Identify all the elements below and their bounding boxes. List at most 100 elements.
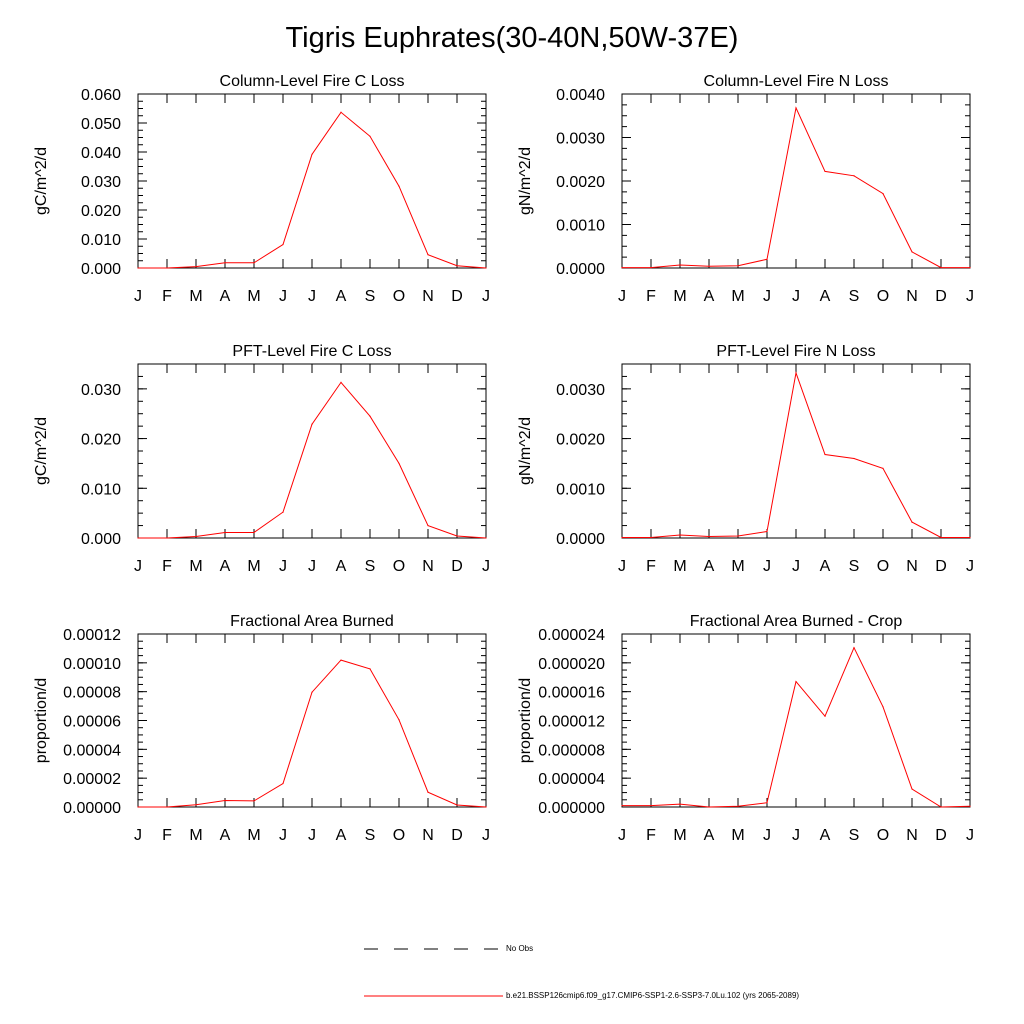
x-tick-label: J [279, 288, 287, 305]
x-tick-label: M [189, 827, 202, 844]
x-tick-label: S [365, 827, 376, 844]
y-tick-label: 0.00008 [63, 685, 121, 702]
y-tick-label: 0.0020 [556, 174, 605, 191]
data-point [824, 453, 826, 456]
data-point [166, 267, 168, 269]
data-point [795, 372, 797, 374]
y-axis-label: gN/m^2/d [517, 147, 534, 215]
x-tick-label: O [393, 558, 405, 575]
x-tick-label: F [162, 288, 172, 305]
x-tick-label: M [731, 558, 744, 575]
x-tick-label: S [849, 288, 860, 305]
y-axis-label: proportion/d [517, 678, 534, 763]
data-point [282, 243, 284, 246]
x-tick-label: M [731, 827, 744, 844]
x-tick-label: F [646, 288, 656, 305]
data-point [882, 467, 884, 469]
y-tick-label: 0.000020 [538, 656, 605, 673]
data-point [282, 782, 284, 785]
data-point [969, 266, 971, 269]
data-point [369, 135, 371, 137]
x-tick-label: J [792, 827, 800, 844]
chart-panel-3: J F M A M J J A S O N D J0.0000.0100.0200.030PFT-Lev… [33, 343, 490, 575]
data-point [621, 536, 623, 539]
data-point [398, 185, 400, 187]
data-point [253, 531, 255, 534]
series-line-1 [138, 111, 487, 269]
x-tick-label: N [906, 558, 918, 575]
data-point [621, 804, 623, 807]
y-tick-label: 0.0000 [556, 531, 605, 548]
x-tick-label: N [422, 558, 434, 575]
y-tick-label: 0.010 [81, 232, 121, 249]
x-tick-label: A [820, 827, 831, 844]
x-tick-label: D [451, 827, 463, 844]
x-tick-label: M [247, 288, 260, 305]
data-point [456, 265, 458, 267]
x-tick-label: M [673, 288, 686, 305]
y-tick-label: 0.020 [81, 432, 121, 449]
data-point [911, 251, 913, 253]
x-tick-label: J [763, 288, 771, 305]
y-tick-label: 0.000008 [538, 742, 605, 759]
y-axis-label: gN/m^2/d [517, 417, 534, 485]
plot-frame [621, 93, 971, 269]
x-tick-label: D [935, 827, 947, 844]
y-tick-label: 0.040 [81, 145, 121, 162]
x-tick-label: A [336, 827, 347, 844]
panel-title: PFT-Level Fire C Loss [232, 343, 391, 360]
x-tick-label: A [220, 827, 231, 844]
data-point [166, 806, 168, 808]
data-point [195, 535, 197, 538]
data-point [137, 537, 139, 539]
data-point [369, 415, 371, 417]
x-tick-label: A [820, 558, 831, 575]
data-point [737, 805, 739, 807]
data-point [485, 537, 487, 539]
data-point [795, 107, 797, 109]
x-tick-label: J [482, 827, 490, 844]
x-tick-label: J [134, 558, 142, 575]
x-tick-label: D [935, 558, 947, 575]
y-tick-label: 0.030 [81, 174, 121, 191]
x-tick-label: A [704, 288, 715, 305]
data-point [456, 804, 458, 806]
x-tick-label: O [877, 288, 889, 305]
chart-panel-5: J F M A M J J A S O N D J0.000000.000020.000040.0000… [33, 613, 490, 844]
x-tick-label: J [308, 827, 316, 844]
y-tick-label: 0.000016 [538, 685, 605, 702]
data-point [708, 535, 710, 538]
x-tick-label: S [849, 827, 860, 844]
y-tick-label: 0.060 [81, 87, 121, 104]
x-tick-label: J [966, 827, 974, 844]
x-tick-label: N [422, 827, 434, 844]
y-tick-label: 0.0010 [556, 481, 605, 498]
data-point [485, 267, 487, 269]
data-point [253, 262, 255, 264]
series-line-1 [138, 381, 487, 539]
data-point [679, 264, 681, 266]
x-tick-label: N [422, 288, 434, 305]
x-tick-label: J [482, 558, 490, 575]
x-tick-label: S [849, 558, 860, 575]
x-tick-label: J [618, 288, 626, 305]
data-point [621, 266, 623, 269]
y-tick-label: 0.010 [81, 481, 121, 498]
y-tick-label: 0.00002 [63, 771, 121, 788]
data-point [224, 531, 226, 534]
data-point [253, 800, 255, 802]
y-tick-label: 0.00000 [63, 800, 121, 817]
data-point [427, 791, 429, 793]
x-tick-label: J [618, 827, 626, 844]
data-point [650, 804, 652, 807]
x-tick-label: O [877, 558, 889, 575]
data-point [882, 193, 884, 195]
x-tick-label: F [646, 558, 656, 575]
x-tick-label: A [220, 288, 231, 305]
data-point [166, 537, 168, 539]
y-axis-label: proportion/d [33, 678, 50, 763]
data-point [766, 802, 768, 804]
data-point [137, 267, 139, 269]
data-point [340, 659, 342, 661]
y-tick-label: 0.0030 [556, 131, 605, 148]
